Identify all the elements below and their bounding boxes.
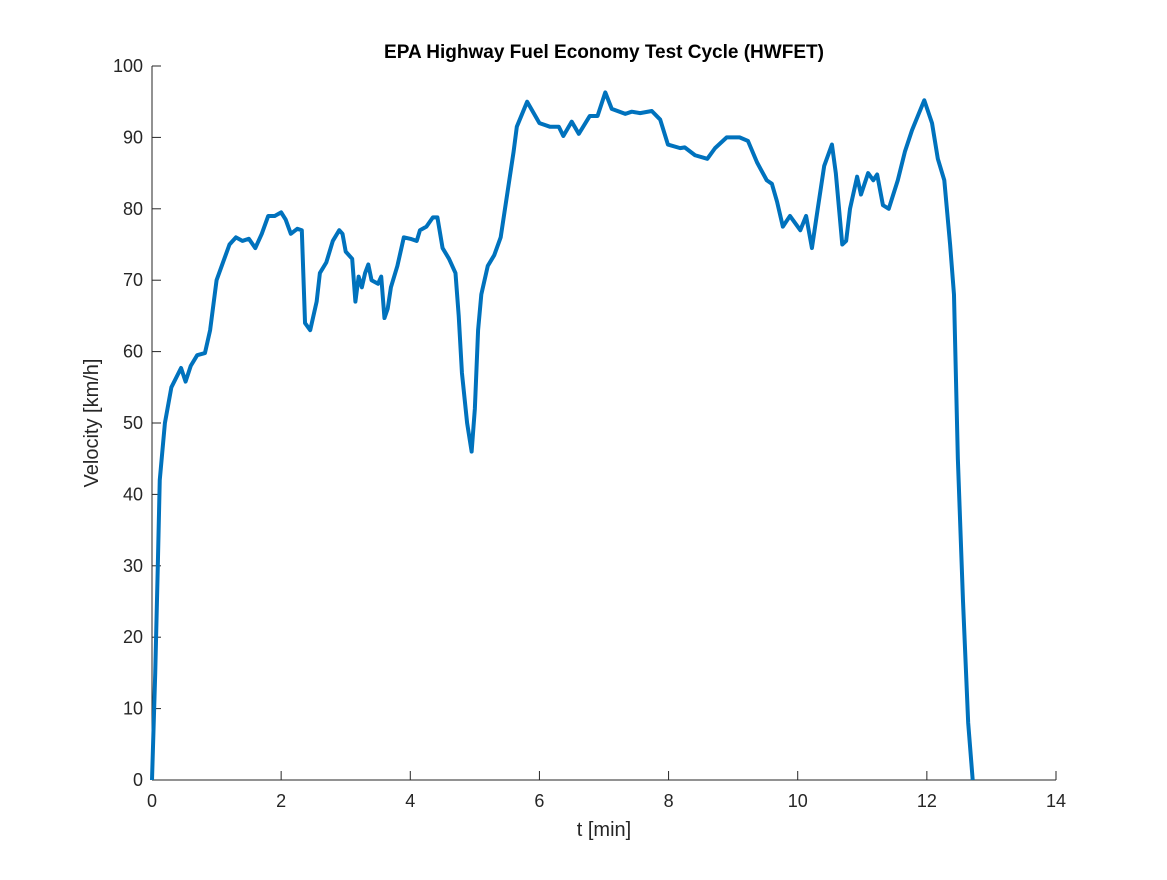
y-tick-label: 0 <box>133 770 143 790</box>
y-tick-label: 20 <box>123 627 143 647</box>
y-tick-label: 30 <box>123 556 143 576</box>
x-tick-label: 12 <box>917 791 937 811</box>
y-tick-label: 100 <box>113 56 143 76</box>
x-tick-label: 2 <box>276 791 286 811</box>
y-tick-label: 10 <box>123 699 143 719</box>
y-tick-label: 40 <box>123 484 143 504</box>
x-tick-label: 4 <box>405 791 415 811</box>
y-tick-label: 90 <box>123 127 143 147</box>
y-axis-label: Velocity [km/h] <box>81 359 103 488</box>
series-line <box>150 90 975 781</box>
x-tick-label: 14 <box>1046 791 1066 811</box>
x-axis-label: t [min] <box>577 819 631 841</box>
y-tick-label: 50 <box>123 413 143 433</box>
x-tick-label: 6 <box>534 791 544 811</box>
y-tick-label: 80 <box>123 199 143 219</box>
x-tick-label: 10 <box>788 791 808 811</box>
y-tick-label: 70 <box>123 270 143 290</box>
y-tick-label: 60 <box>123 342 143 362</box>
x-tick-label: 0 <box>147 791 157 811</box>
x-tick-label: 8 <box>664 791 674 811</box>
chart-title: EPA Highway Fuel Economy Test Cycle (HWF… <box>384 42 824 63</box>
